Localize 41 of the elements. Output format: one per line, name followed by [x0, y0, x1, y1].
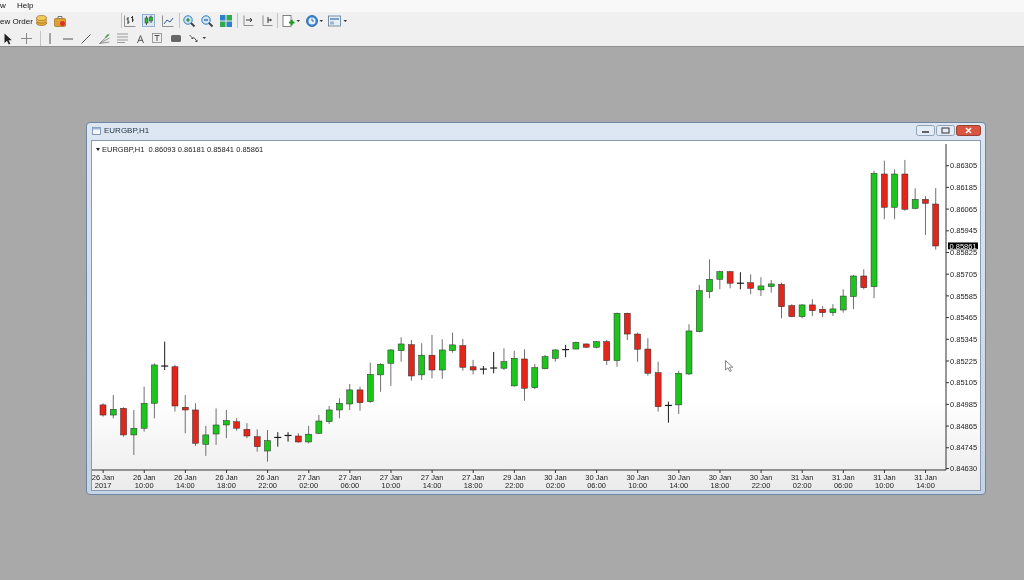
- candlestick: [264, 429, 271, 463]
- candlestick: [839, 288, 847, 314]
- candlestick: [469, 359, 477, 375]
- candlestick: [747, 273, 754, 295]
- candlestick: [223, 409, 230, 439]
- candlestick: [829, 303, 837, 317]
- candlestick: [778, 282, 785, 319]
- candlestick: [387, 348, 395, 387]
- text: Help: [17, 0, 34, 11]
- candlestick: [428, 334, 436, 379]
- candlestick: [397, 336, 405, 363]
- candlestick: [160, 341, 169, 371]
- candlestick: [181, 394, 189, 434]
- candlestick: [243, 422, 251, 439]
- text: w: [0, 0, 6, 11]
- candlestick: [346, 383, 353, 411]
- candlestick: [439, 338, 446, 380]
- candlestick: [489, 351, 498, 374]
- candlestick: [356, 386, 364, 412]
- candlestick: [634, 332, 641, 363]
- candlestick: [110, 394, 117, 419]
- candlestick: [706, 258, 713, 299]
- candlestick: [459, 338, 467, 372]
- candlestick: [377, 362, 384, 393]
- candlestick: [922, 195, 929, 236]
- text: ew Order: [0, 16, 33, 27]
- candlestick: [130, 409, 138, 456]
- candlestick: [449, 332, 456, 354]
- candlestick: [212, 407, 220, 446]
- candlestick: [531, 363, 539, 390]
- candlestick: [850, 274, 857, 310]
- candlestick: [603, 339, 610, 366]
- candlestick: [624, 312, 631, 341]
- chart-title: EURGBP,H1: [104, 126, 150, 136]
- candlestick: [860, 268, 868, 290]
- candlestick: [202, 425, 210, 457]
- candlestick: [253, 428, 261, 453]
- candlestick: [500, 347, 508, 371]
- candlestick: [418, 342, 425, 381]
- candlestick: [757, 276, 765, 297]
- candlestick: [336, 397, 343, 419]
